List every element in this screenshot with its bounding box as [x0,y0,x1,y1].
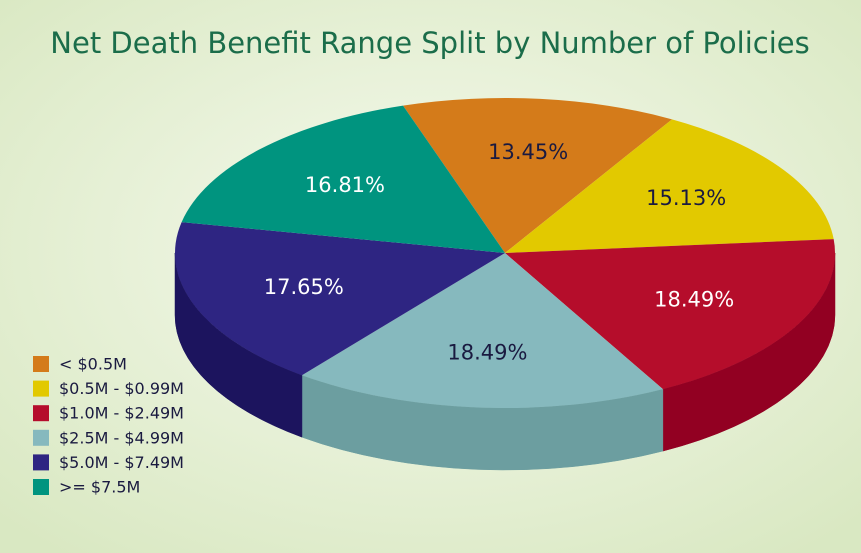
legend-label: $1.0M - $2.49M [59,404,184,423]
legend-swatch [33,405,49,422]
legend-label: $5.0M - $7.49M [59,453,184,472]
pie-slice [181,105,506,253]
pie-slice [175,222,506,376]
pie-slice [505,239,835,390]
legend-swatch [33,380,49,397]
legend-swatch [33,429,49,446]
legend-label: >= $7.5M [59,478,140,497]
chart-title: Net Death Benefit Range Split by Number … [50,26,809,60]
data-label: 18.49% [447,340,527,364]
pie-slice [403,98,673,253]
legend-swatch [33,356,49,372]
legend-swatch [33,479,49,495]
data-label: 16.81% [305,173,385,197]
legend-label: $0.5M - $0.99M [59,379,184,398]
legend-swatch [33,454,49,471]
legend-label: < $0.5M [59,355,127,374]
data-label: 18.49% [654,288,734,312]
legend-label: $2.5M - $4.99M [59,428,184,447]
pie-slice [301,253,663,408]
data-label: 17.65% [264,275,344,299]
data-label: 13.45% [488,140,568,164]
pie-slice [505,119,834,253]
data-label: 15.13% [646,186,726,210]
